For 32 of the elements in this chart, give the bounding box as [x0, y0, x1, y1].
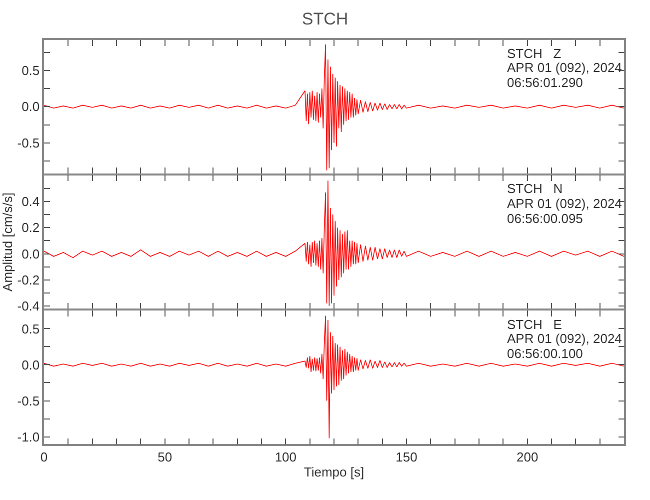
annotation: 06:56:00.100: [507, 346, 583, 361]
annotation: APR 01 (092), 2024: [507, 196, 622, 211]
line-series: [44, 44, 624, 171]
annotation: STCH Z: [507, 46, 562, 61]
y-tick-label: 0.5: [22, 62, 40, 78]
annotation: APR 01 (092), 2024: [507, 60, 622, 75]
annotation: STCH N: [507, 181, 563, 196]
y-axis-title: Amplitud [cm/s/s]: [0, 192, 15, 292]
line-series: [44, 180, 624, 306]
chart-title: STCH: [302, 9, 348, 28]
x-tick-label: 200: [516, 449, 538, 464]
x-axis-title: Tiempo [s]: [304, 464, 364, 480]
y-tick-label: 0.0: [22, 99, 40, 114]
y-tick-label: 0.5: [22, 321, 40, 336]
y-tick-label: -0.5: [17, 393, 40, 408]
annotation: 06:56:01.290: [507, 75, 583, 90]
x-tick-label: 100: [274, 449, 297, 464]
y-tick-label: 0.0: [22, 246, 40, 262]
y-tick-label: 0.0: [22, 357, 40, 372]
x-tick-label: 50: [158, 449, 172, 464]
y-tick-label: 0.4: [22, 194, 40, 210]
x-tick-label: 150: [396, 449, 418, 464]
y-tick-label: -0.5: [17, 135, 40, 150]
annotation: 06:56:00.095: [507, 211, 583, 226]
x-tick-label: 0: [40, 449, 48, 464]
line-series: [44, 315, 624, 439]
y-tick-label: -0.2: [17, 272, 40, 288]
annotation: STCH E: [507, 317, 562, 332]
annotation: APR 01 (092), 2024: [507, 331, 622, 346]
y-tick-label: -1.0: [17, 429, 40, 444]
y-tick-label: -0.4: [17, 298, 40, 314]
y-tick-label: 0.2: [22, 220, 40, 236]
